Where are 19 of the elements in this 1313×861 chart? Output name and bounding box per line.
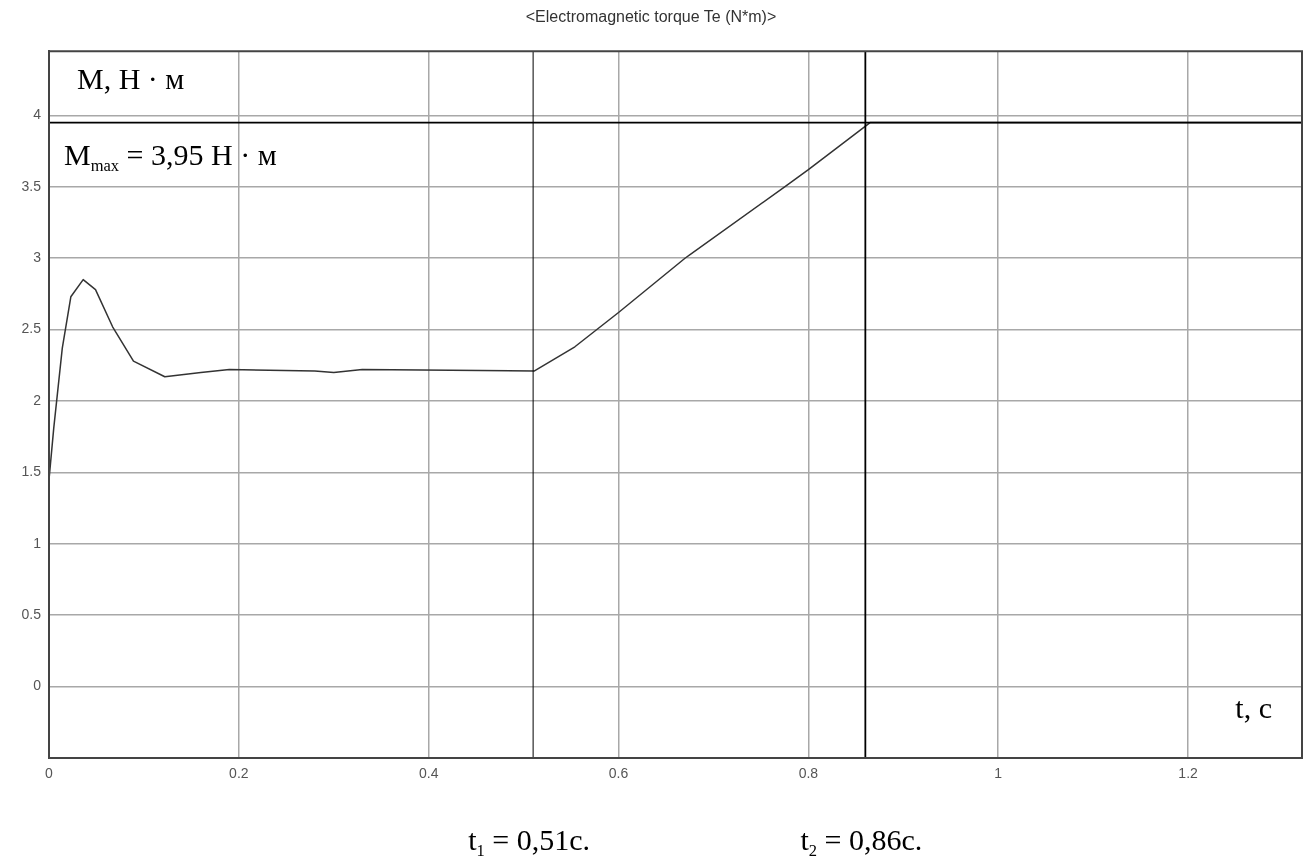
y-tick-label: 0.5	[21, 606, 42, 623]
x-tick-label: 0.4	[418, 765, 439, 782]
x-tick-label: 0.6	[608, 765, 629, 782]
x-tick-label: 0.2	[229, 765, 249, 782]
x-tick-label: 1.2	[1178, 765, 1199, 782]
y-axis-title: М, Н · м	[77, 62, 185, 96]
x-axis-title: t, с	[1235, 691, 1273, 724]
y-tick-label: 2	[33, 391, 42, 408]
y-tick-label: 1	[33, 534, 42, 551]
y-tick-label: 2.5	[21, 320, 42, 337]
y-tick-label: 3	[33, 249, 42, 266]
chart-title: <Electromagnetic torque Te (N*m)>	[525, 8, 777, 26]
y-tick-label: 0	[33, 677, 42, 694]
x-tick-label: 1	[994, 765, 1003, 782]
y-tick-label: 1.5	[21, 463, 42, 480]
y-tick-label: 3.5	[21, 177, 42, 194]
x-tick-label: 0.8	[798, 765, 819, 782]
x-tick-label: 0	[45, 765, 54, 782]
y-tick-label: 4	[33, 106, 42, 123]
